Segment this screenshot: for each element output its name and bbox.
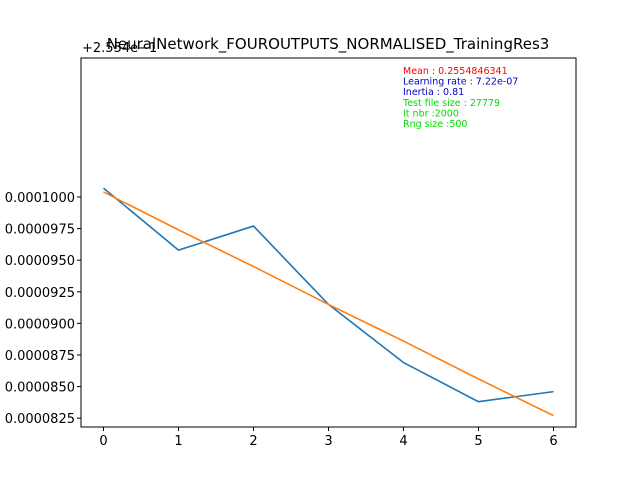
info-annotation: Inertia : 0.81	[403, 87, 464, 98]
series-1-point	[478, 401, 480, 403]
series-2-point	[253, 266, 255, 268]
series-2-point	[328, 304, 330, 306]
y-tick-label: 0.0000825	[5, 412, 75, 427]
y-tick-label: 0.0000925	[5, 286, 75, 301]
series-1-point	[553, 391, 555, 393]
y-tick-label: 0.0000950	[5, 254, 75, 269]
x-tick-label: 2	[249, 434, 257, 449]
y-tick-label: 0.0000975	[5, 223, 75, 238]
plot-area	[80, 57, 577, 428]
series-line-1	[102, 187, 554, 403]
series-2-point	[478, 378, 480, 380]
x-tick-label: 6	[549, 434, 557, 449]
series-2-point	[403, 340, 405, 342]
axis-ticks: 0 1 2 3 4 5 6 0.0000825 0.0000850 0.0000875 0.0000…	[5, 191, 558, 449]
series-2-point	[103, 191, 105, 193]
info-annotation: It nbr :2000	[403, 108, 459, 119]
info-annotation: Test file size : 27779	[402, 98, 500, 109]
series-1-point	[253, 225, 255, 227]
y-axis-offset-label: +2.554e−1	[82, 41, 157, 56]
series-lines	[102, 187, 555, 417]
series-2-point	[553, 415, 555, 417]
info-annotation: Rng size :500	[403, 119, 467, 130]
series-line-2	[103, 191, 554, 417]
y-tick-label: 0.0000850	[5, 381, 75, 396]
y-tick-label: 0.0001000	[5, 191, 75, 206]
x-tick-label: 3	[324, 434, 332, 449]
x-tick-label: 0	[99, 434, 107, 449]
x-tick-label: 1	[174, 434, 182, 449]
info-annotation: Mean : 0.2554846341	[403, 66, 508, 77]
x-tick-label: 4	[399, 434, 407, 449]
info-annotation: Learning rate : 7.22e-07	[403, 77, 518, 88]
chart-title: NeuralNetwork_FOUROUTPUTS_NORMALISED_Tra…	[107, 35, 550, 54]
series-1-point	[178, 249, 180, 251]
series-1-point	[103, 187, 105, 189]
series-2-point	[178, 229, 180, 231]
y-tick-label: 0.0000875	[5, 349, 75, 364]
series-1-point	[403, 362, 405, 364]
x-tick-label: 5	[474, 434, 482, 449]
y-tick-label: 0.0000900	[5, 317, 75, 332]
